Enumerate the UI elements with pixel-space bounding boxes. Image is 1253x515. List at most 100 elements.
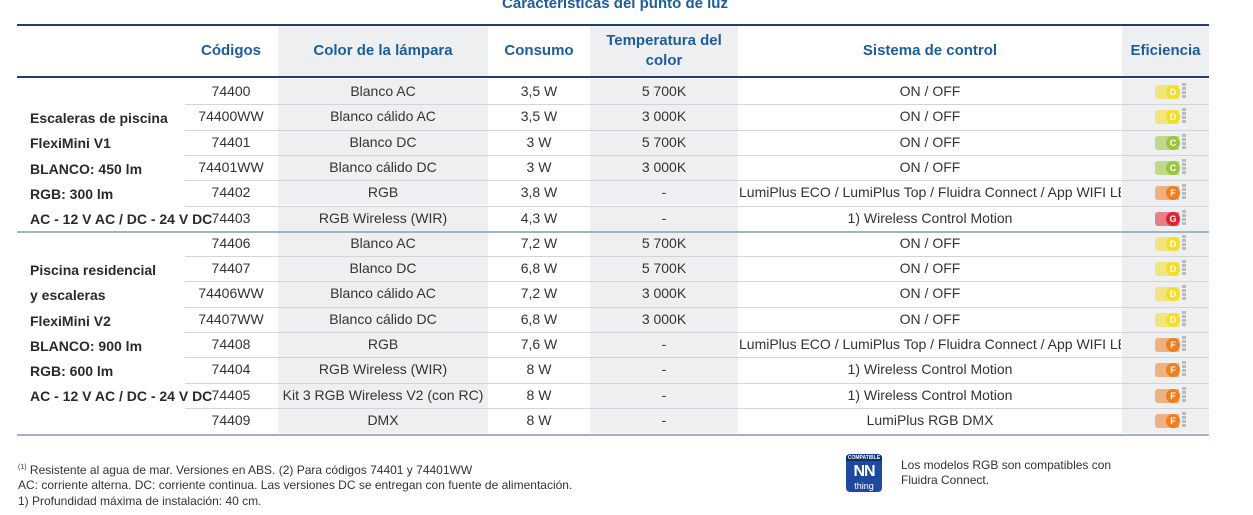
row-divider [185,104,1209,105]
cell-consumption: 7,2 W [520,234,558,251]
nn-thing-compatible-logo: COMPATIBLE NN thing [846,454,882,492]
footnote-2: AC: corriente alterna. DC: corriente con… [18,478,573,492]
efficiency-scale-icon [1182,209,1186,226]
cell-temperature: - [590,205,738,231]
logo-nn: NN [853,463,875,480]
row-divider [185,206,1209,207]
efficiency-label: C [1155,131,1186,153]
efficiency-class: F [1166,388,1180,403]
cell-control: ON / OFF [899,133,961,150]
cell-control: ON / OFF [899,108,961,125]
logo-thing: thing [854,481,874,491]
cell-temperature: - [590,382,738,408]
cell-temperature: 5 700K [590,230,738,257]
efficiency-label: D [1155,282,1186,304]
cell-temperature: 3 000K [590,281,738,307]
row-divider [185,180,1209,181]
cell-temperature: - [590,357,738,383]
table-title: Características del punto de luz [502,0,728,12]
efficiency-label: D [1155,232,1186,254]
efficiency-label: D [1155,80,1186,102]
row-divider [185,281,1209,282]
cell-color: Blanco cálido AC [278,104,488,130]
efficiency-class: F [1166,363,1180,378]
efficiency-scale-icon [1182,336,1186,352]
row-divider [185,155,1209,156]
cell-code: 74404 [211,361,251,378]
cell-code: 74409 [211,411,251,428]
row-divider [185,357,1209,358]
header-temperature: Temperatura del color [590,26,738,76]
cell-control: 1) Wireless Control Motion [847,361,1013,378]
cell-color: Blanco cálido AC [278,281,488,307]
table-bottom-rule [17,434,1209,436]
group-label-v2: Piscina residencial y escaleras FlexiMini … [30,258,213,410]
group-label-line: AC - 12 V AC / DC - 24 V DC [30,211,213,228]
row-divider [185,130,1209,131]
efficiency-label: D [1155,257,1186,279]
efficiency-class: D [1166,236,1180,251]
cell-consumption: 3,5 W [520,108,558,125]
cell-temperature: 3 000K [590,154,738,181]
group-label-line: RGB: 300 lm [30,185,114,202]
cell-consumption: 3,8 W [520,184,558,201]
cell-temperature: 5 700K [590,79,738,105]
cell-color: Blanco AC [278,230,488,257]
efficiency-scale-icon [1182,133,1186,150]
efficiency-scale-icon [1182,310,1186,327]
cell-color: RGB Wireless (WIR) [278,357,488,383]
efficiency-label: C [1155,156,1186,178]
group-label-line: Piscina residencial [30,262,157,278]
compatibility-note: Los modelos RGB son compatibles con Flui… [901,458,1112,487]
efficiency-scale-icon [1182,184,1186,200]
header-top-rule [17,24,1209,26]
cell-color: Blanco DC [278,256,488,282]
efficiency-scale-icon [1182,411,1186,428]
header-codes: Códigos [201,42,261,59]
efficiency-class: D [1166,287,1180,302]
cell-code: 74407 [211,260,251,277]
cell-color: Blanco AC [278,79,488,105]
cell-code: 74407WW [198,310,264,327]
efficiency-label: D [1155,105,1186,127]
efficiency-scale-icon [1182,361,1186,377]
cell-color: Blanco cálido DC [278,306,488,332]
cell-code: 74402 [211,184,251,201]
cell-consumption: 3,5 W [520,83,558,99]
cell-consumption: 8 W [526,386,552,403]
row-divider [185,256,1209,257]
cell-consumption: 3 W [526,133,552,150]
cell-control: ON / OFF [899,83,961,99]
footnote-3: 1) Profundidad máxima de instalación: 40… [18,494,262,508]
efficiency-label: G [1155,207,1186,229]
cell-consumption: 6,8 W [520,310,558,327]
group-label-line: AC - 12 V AC / DC - 24 V DC [30,388,213,405]
efficiency-scale-icon [1182,260,1186,276]
group-label-line: y escaleras [30,287,106,304]
efficiency-label: D [1155,308,1186,330]
row-divider [185,383,1209,384]
group-label-line: FlexiMini V1 [30,135,111,152]
group-label-v1: Escaleras de piscina FlexiMini V1 BLANCO: … [30,106,213,232]
efficiency-scale-icon [1182,83,1186,99]
efficiency-label: F [1155,358,1186,380]
efficiency-label: F [1155,384,1186,406]
cell-temperature: - [590,407,738,434]
cell-control: LumiPlus ECO / LumiPlus Top / Fluidra Co… [739,336,1121,352]
cell-color: RGB [278,180,488,206]
cell-color: Blanco DC [278,129,488,155]
header-consumption: Consumo [504,42,574,59]
group-divider [17,231,1209,233]
cell-code: 74400 [211,83,251,99]
cell-control: ON / OFF [899,158,961,175]
cell-color: DMX [278,407,488,434]
group-label-line: FlexiMini V2 [30,312,111,329]
efficiency-class: D [1166,262,1180,277]
group-label-line: BLANCO: 900 lm [30,337,143,354]
efficiency-scale-icon [1182,386,1186,403]
cell-consumption: 4,3 W [520,209,558,226]
efficiency-class: D [1166,312,1180,327]
cell-control: ON / OFF [899,310,961,327]
cell-control: 1) Wireless Control Motion [847,386,1013,403]
cell-code: 74405 [211,386,251,403]
